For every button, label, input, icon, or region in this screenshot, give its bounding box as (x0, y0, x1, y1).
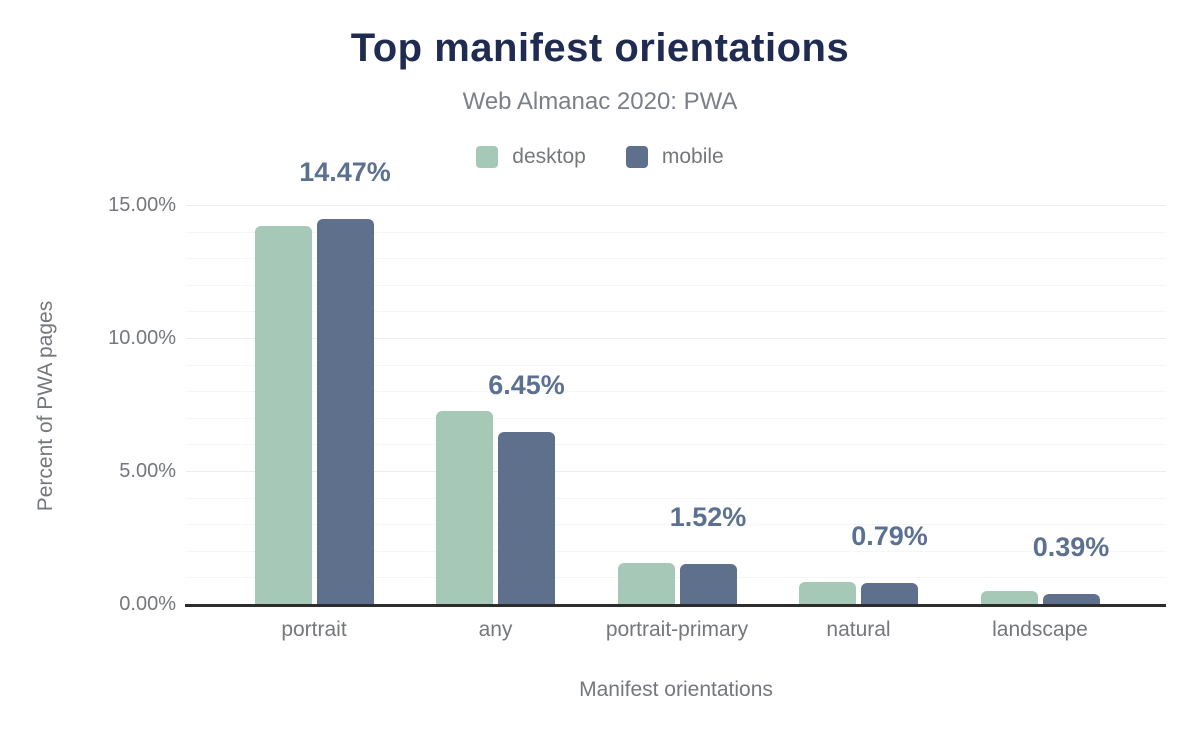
gridline (186, 577, 1166, 579)
legend-label-desktop: desktop (512, 145, 586, 168)
x-tick-label: portrait (281, 618, 347, 641)
x-axis-line (185, 604, 1166, 607)
gridline (186, 364, 1166, 366)
gridline (186, 444, 1166, 446)
y-axis-title: Percent of PWA pages (34, 300, 57, 512)
x-tick-label: natural (826, 618, 891, 641)
value-label-natural: 0.79% (851, 520, 928, 551)
gridline (186, 497, 1166, 499)
x-tick-label: portrait-primary (605, 618, 749, 641)
chart-title: Top manifest orientations (350, 26, 850, 70)
gridline (186, 205, 1166, 206)
legend: desktop mobile (0, 145, 1200, 169)
legend-item-desktop: desktop (476, 145, 586, 169)
bar-mobile-portrait-primary[interactable] (679, 563, 737, 604)
legend-swatch-desktop (476, 146, 499, 168)
gridline (186, 284, 1166, 286)
gridline (186, 311, 1166, 313)
bar-desktop-portrait-primary[interactable] (617, 562, 675, 604)
legend-swatch-mobile (625, 146, 648, 168)
legend-label-mobile: mobile (661, 145, 724, 168)
bar-desktop-any[interactable] (436, 411, 493, 604)
value-label-any: 6.45% (488, 370, 565, 401)
legend-item-mobile: mobile (625, 145, 724, 169)
x-tick-label: any (478, 618, 513, 641)
gridline (186, 524, 1166, 526)
gridline (186, 231, 1166, 233)
x-tick-label: landscape (992, 618, 1088, 641)
y-tick-label: 5.00% (119, 460, 176, 482)
gridline (186, 258, 1166, 260)
gridline (186, 338, 1166, 339)
y-tick-label: 15.00% (108, 194, 176, 216)
gridline (186, 471, 1166, 472)
y-tick-label: 0.00% (119, 593, 176, 615)
bar-mobile-portrait[interactable] (316, 219, 374, 604)
gridline (186, 550, 1166, 552)
chart-subtitle: Web Almanac 2020: PWA (462, 88, 738, 115)
bar-desktop-portrait[interactable] (254, 226, 312, 604)
bar-desktop-landscape[interactable] (980, 590, 1038, 604)
value-label-portrait-primary: 1.52% (669, 501, 747, 532)
value-label-landscape: 0.39% (1032, 531, 1110, 562)
bar-mobile-any[interactable] (498, 432, 555, 604)
value-label-portrait: 14.47% (299, 157, 391, 188)
x-axis-title: Manifest orientations (579, 678, 773, 701)
gridline (186, 417, 1166, 419)
bar-mobile-natural[interactable] (861, 582, 918, 604)
gridline (186, 391, 1166, 393)
y-tick-label: 10.00% (108, 327, 176, 349)
bar-mobile-landscape[interactable] (1042, 593, 1100, 604)
bar-desktop-natural[interactable] (799, 582, 856, 604)
